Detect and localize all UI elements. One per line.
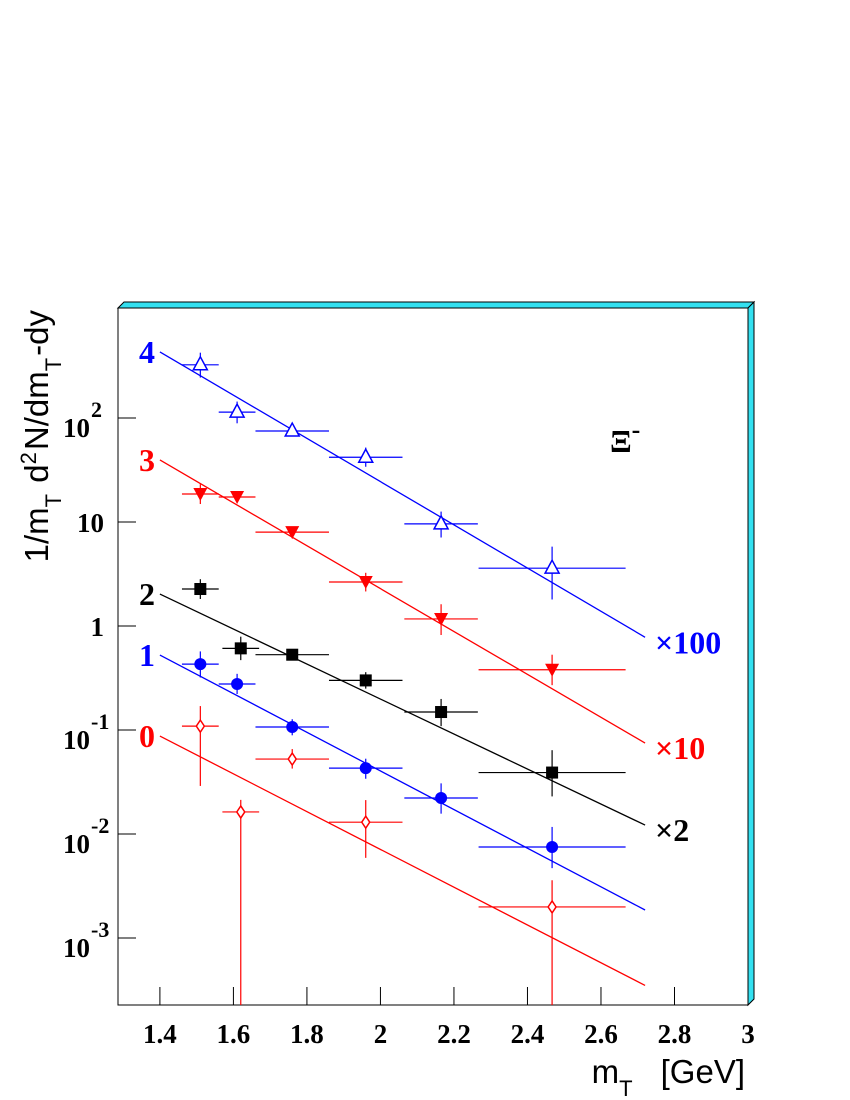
x-axis-title-part: [GeV] (661, 1053, 745, 1090)
y-axis-title-part: T (41, 494, 66, 507)
scale-label: ×2 (655, 812, 689, 848)
plot-frame (117, 307, 749, 1006)
marker (235, 804, 246, 820)
series-label: 1 (139, 637, 155, 673)
y-tick-label: 1 (91, 612, 105, 642)
series-label: 0 (139, 718, 155, 754)
fit-line (159, 654, 646, 911)
y-axis-title-part: T (41, 358, 66, 371)
marker (194, 658, 207, 671)
y-axis-title-part: 1/m (18, 507, 55, 562)
axes: 1.4 1.6 1.8 2 2.2 2.4 2.6 2.8 310-310-210-111010… (16, 310, 755, 1100)
marker (195, 718, 206, 734)
x-tick-label: 2.2 (437, 1019, 471, 1049)
y-tick-label: 10 (63, 829, 90, 859)
fit-line (159, 735, 646, 987)
marker (432, 514, 450, 530)
series-label: 4 (139, 334, 155, 370)
marker (435, 706, 448, 719)
x-tick-label: 2.6 (584, 1019, 618, 1049)
frame-shadow-right (747, 300, 755, 1007)
marker (357, 447, 374, 463)
y-tick-label: 10 (63, 413, 90, 443)
series-label: 2 (139, 576, 155, 612)
y-axis-title-part: -dy (18, 310, 55, 356)
x-tick-label: 3 (741, 1019, 755, 1049)
marker (359, 674, 372, 687)
scale-label: ×10 (655, 730, 705, 766)
particle-symbol: Ξ (610, 423, 632, 459)
y-axis-title-part: d (18, 464, 55, 492)
marker (286, 648, 299, 661)
marker (545, 663, 560, 677)
fit-line (159, 459, 646, 744)
marker (286, 720, 299, 733)
particle-charge: - (632, 415, 641, 444)
marker (283, 421, 301, 437)
marker (193, 488, 208, 502)
marker (285, 526, 300, 540)
x-tick-label: 1.8 (290, 1019, 324, 1049)
marker (230, 491, 245, 505)
y-tick-exponent: -1 (91, 709, 109, 734)
marker (360, 814, 371, 830)
y-axis-title-part: 2 (16, 452, 41, 464)
marker (543, 558, 561, 574)
marker (546, 766, 559, 779)
y-axis-title-part: N/dm (18, 371, 55, 450)
y-tick-exponent: -3 (91, 917, 109, 942)
plot-area (159, 351, 646, 1005)
y-tick-label: 10 (63, 933, 90, 963)
y-tick-exponent: -2 (91, 813, 109, 838)
marker (358, 576, 373, 590)
y-tick-label: 10 (77, 508, 104, 538)
fit-line (159, 593, 646, 826)
marker (547, 899, 557, 915)
x-axis-title-part: m (592, 1053, 620, 1090)
x-tick-label: 2.4 (511, 1019, 545, 1049)
x-tick-label: 1.6 (217, 1019, 251, 1049)
marker (546, 841, 559, 854)
marker (287, 751, 298, 767)
marker (192, 355, 209, 371)
series-label: 3 (139, 442, 155, 478)
y-tick-exponent: 2 (91, 397, 102, 422)
x-axis-title-part: T (619, 1076, 632, 1100)
particle-label: Ξ- (610, 415, 640, 460)
marker (434, 612, 449, 626)
scale-label: ×100 (655, 624, 721, 660)
x-axis-title: mT [GeV] (592, 1053, 745, 1100)
marker (234, 642, 247, 655)
frame-shadow-top (116, 301, 756, 309)
y-axis-title: 1/mT d2N/dmT-dy (16, 310, 66, 563)
fit-line (159, 351, 646, 638)
marker (228, 402, 246, 418)
marker (231, 678, 244, 691)
x-tick-label: 2.8 (658, 1019, 692, 1049)
x-tick-label: 2 (374, 1019, 388, 1049)
y-tick-label: 10 (63, 725, 90, 755)
marker (194, 583, 207, 596)
x-tick-label: 1.4 (143, 1019, 177, 1049)
marker (359, 762, 372, 775)
marker (435, 792, 448, 805)
